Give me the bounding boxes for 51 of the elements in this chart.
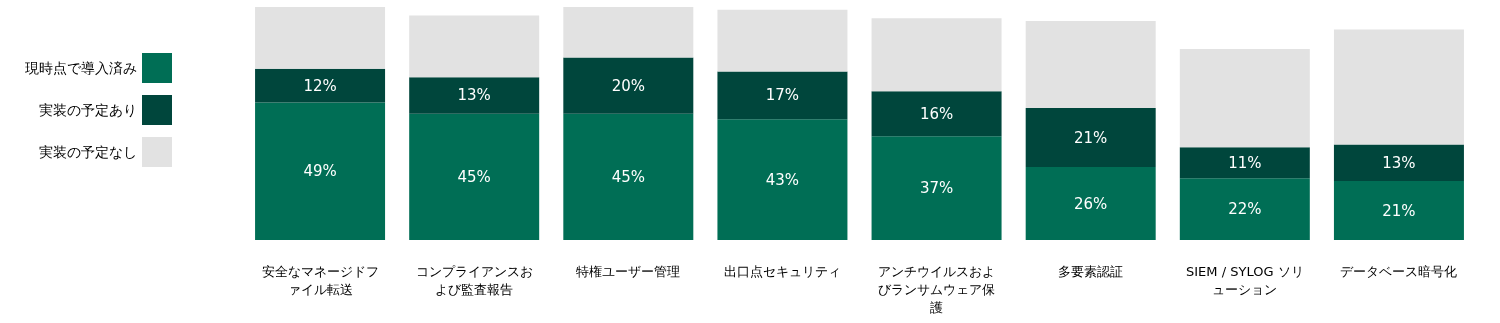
bar [1333,144,1464,182]
bar [1179,178,1310,240]
bar [1333,181,1464,240]
data-label: 45% [611,167,645,186]
data-label: 43% [765,170,800,189]
x-tick-label: 多要素認証 [1058,263,1124,279]
data-label: 37% [919,179,954,198]
bar [1179,49,1310,148]
x-tick-label: 安全なマネージドファイル転送 [261,263,379,297]
bar [409,77,540,114]
data-label: 45% [457,167,491,186]
bar [1333,29,1464,145]
data-label: 20% [611,76,645,95]
bar [871,136,1002,240]
data-label: 11% [1228,153,1262,172]
data-label: 21% [1074,128,1108,147]
bar [717,119,848,240]
bar [1025,167,1156,240]
bar [871,18,1002,92]
bar [1179,147,1310,179]
x-tick-label: 特権ユーザー管理 [576,263,681,279]
bar [563,7,694,58]
x-tick-label: 出口点セキュリティ [723,263,841,279]
x-tick-label: アンチウイルスおよびランサムウェア保護 [878,263,996,315]
data-label: 21% [1382,201,1416,220]
data-label: 12% [303,76,337,95]
data-label: 13% [1382,153,1416,172]
data-label: 22% [1228,200,1262,219]
data-label: 13% [457,86,491,105]
bar [717,9,848,72]
bar [563,57,694,114]
bar [409,113,540,240]
bar [1025,21,1156,109]
bar [1025,108,1156,168]
bar [563,113,694,240]
data-label: 49% [303,162,337,181]
bar [255,102,386,240]
data-label: 17% [765,86,800,105]
legend-label: 現時点で導入済み [25,60,137,76]
bar [871,91,1002,137]
bar [717,71,848,120]
x-tick-label: データベース暗号化 [1340,263,1458,279]
x-tick-label: コンプライアンスおよび監査報告 [415,263,533,297]
data-label: 26% [1074,194,1108,213]
bar [255,7,386,69]
data-label: 16% [919,104,954,123]
bar [255,68,386,103]
bar [409,15,540,78]
legend-label: 実装の予定なし [39,144,137,160]
legend-label: 実装の予定あり [39,102,137,118]
x-tick-label: SIEM / SYLOG ソリューション [1186,263,1304,297]
